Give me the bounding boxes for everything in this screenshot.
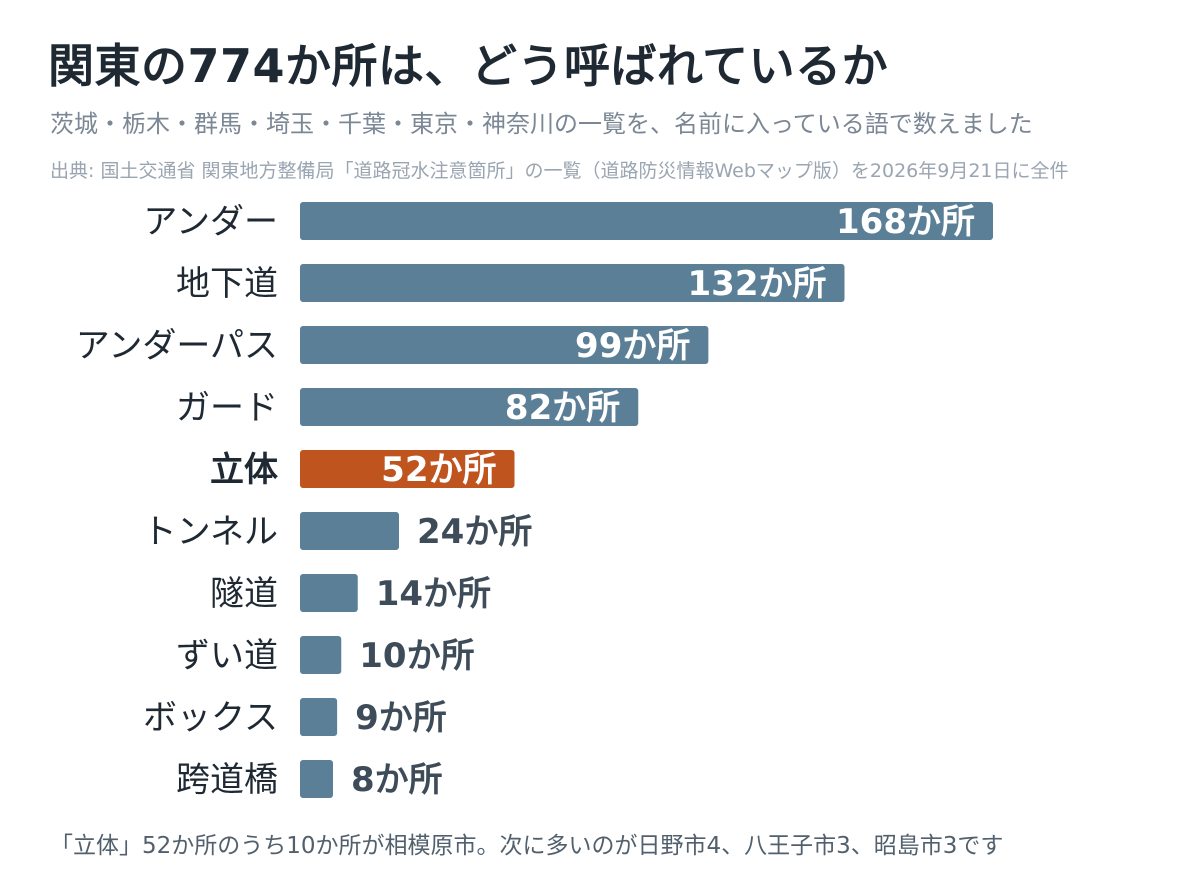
value-label: 168か所 bbox=[836, 202, 975, 242]
category-label: 隧道 bbox=[210, 574, 278, 614]
value-label: 52か所 bbox=[381, 450, 496, 490]
bar-row: アンダーパス 99か所 bbox=[76, 326, 709, 366]
bar-row: 立体 52か所 bbox=[210, 450, 515, 490]
value-label: 24か所 bbox=[417, 512, 532, 552]
bar-row: 跨道橋 8か所 bbox=[176, 760, 443, 800]
value-label: 132か所 bbox=[688, 264, 827, 304]
bar-row: 隧道 14か所 bbox=[210, 574, 491, 614]
category-label: アンダー bbox=[143, 202, 278, 242]
bar-row: ガード 82か所 bbox=[176, 388, 639, 428]
bar bbox=[300, 512, 399, 550]
bar bbox=[300, 760, 333, 798]
category-label: 地下道 bbox=[176, 264, 278, 304]
bar-row: ボックス 9か所 bbox=[143, 698, 447, 738]
chart-subtitle: 茨城・栃木・群馬・埼玉・千葉・東京・神奈川の一覧を、名前に入っている語で数えまし… bbox=[50, 110, 1033, 138]
bar-row: アンダー 168か所 bbox=[143, 202, 993, 242]
category-label: ガード bbox=[176, 388, 278, 428]
bar bbox=[300, 636, 342, 674]
footnote: 「立体」52か所のうち10か所が相模原市。次に多いのが日野市4、八王子市3、昭島… bbox=[50, 833, 1004, 859]
bar-row: ずい道 10か所 bbox=[176, 636, 475, 676]
value-label: 99か所 bbox=[575, 326, 690, 366]
bar bbox=[300, 388, 639, 426]
value-label: 10か所 bbox=[359, 636, 474, 676]
category-label: 跨道橋 bbox=[176, 760, 278, 800]
value-label: 9か所 bbox=[355, 698, 447, 738]
bar bbox=[300, 698, 338, 736]
category-label: ボックス bbox=[143, 698, 278, 738]
chart-title: 関東の774か所は、どう呼ばれているか bbox=[48, 39, 889, 93]
value-label: 8か所 bbox=[351, 760, 443, 800]
bar-row: トンネル 24か所 bbox=[143, 512, 532, 552]
bar bbox=[300, 574, 358, 612]
bar bbox=[300, 326, 709, 364]
bar-row: 地下道 132か所 bbox=[176, 264, 845, 304]
bar bbox=[300, 202, 993, 240]
bar-highlight bbox=[300, 450, 515, 488]
value-label: 82か所 bbox=[505, 388, 620, 428]
value-label: 14か所 bbox=[376, 574, 491, 614]
category-label: ずい道 bbox=[176, 636, 278, 676]
category-label: アンダーパス bbox=[76, 326, 278, 366]
bar bbox=[300, 264, 845, 302]
source-note: 出典: 国土交通省 関東地方整備局「道路冠水注意箇所」の一覧（道路防災情報Web… bbox=[50, 160, 1069, 182]
category-label: トンネル bbox=[143, 512, 278, 552]
category-label: 立体 bbox=[210, 450, 278, 490]
